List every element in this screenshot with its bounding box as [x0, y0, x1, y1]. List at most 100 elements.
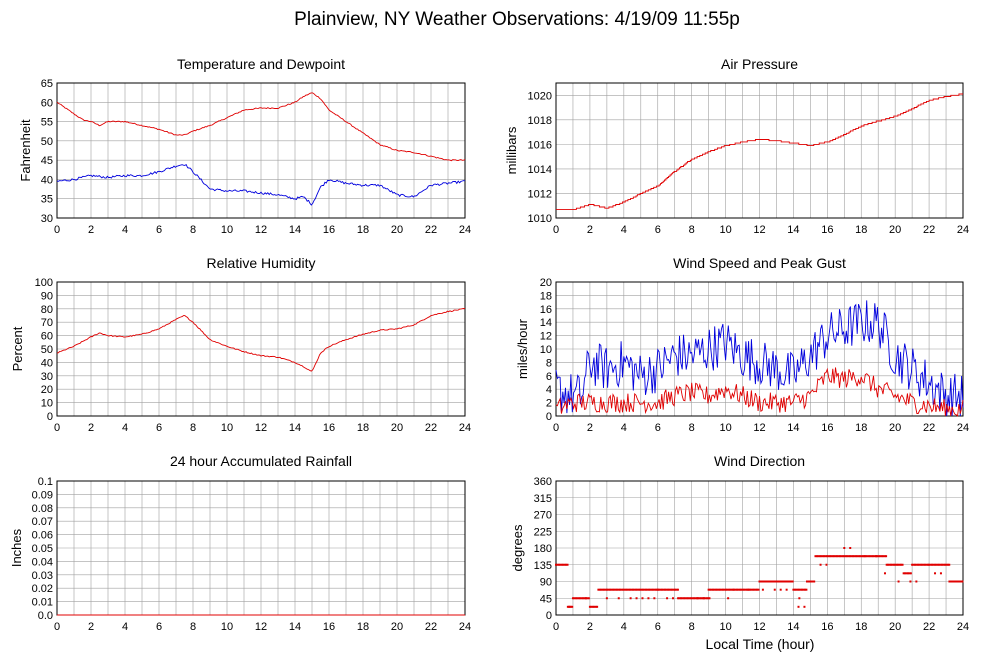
- direction-point: [836, 555, 839, 558]
- x-tick-label: 18: [357, 621, 369, 633]
- direction-point: [930, 563, 933, 566]
- direction-point: [915, 580, 918, 583]
- direction-point: [649, 588, 652, 591]
- direction-point: [571, 597, 574, 600]
- direction-point: [711, 588, 714, 591]
- direction-point: [656, 588, 659, 591]
- direction-point: [894, 563, 897, 566]
- direction-point: [730, 588, 733, 591]
- direction-point: [629, 597, 632, 600]
- direction-point: [704, 597, 707, 600]
- y-tick-label: 50: [41, 344, 53, 356]
- direction-point: [814, 555, 817, 558]
- x-tick-label: 22: [923, 224, 935, 236]
- direction-point: [795, 588, 798, 591]
- direction-point: [945, 563, 948, 566]
- direction-point: [856, 555, 859, 558]
- direction-point: [883, 572, 886, 575]
- x-tick-label: 8: [190, 621, 196, 633]
- direction-point: [820, 555, 823, 558]
- direction-point: [672, 588, 675, 591]
- direction-point: [617, 597, 620, 600]
- direction-point: [866, 555, 869, 558]
- temp-title: Temperature and Dewpoint: [177, 56, 345, 72]
- direction-point: [916, 563, 919, 566]
- y-tick-label: 30: [41, 213, 53, 225]
- direction-point: [827, 555, 830, 558]
- humidity-series-line-0: [56, 308, 466, 372]
- direction-point: [682, 597, 685, 600]
- direction-point: [793, 588, 796, 591]
- x-axis-label: Local Time (hour): [706, 636, 815, 652]
- x-tick-label: 4: [621, 224, 627, 236]
- direction-point: [926, 563, 929, 566]
- direction-point: [566, 563, 569, 566]
- direction-point: [915, 563, 918, 566]
- x-tick-label: 0: [553, 621, 559, 633]
- direction-point: [925, 563, 928, 566]
- direction-point: [655, 588, 658, 591]
- x-tick-label: 14: [787, 224, 799, 236]
- x-tick-label: 20: [889, 621, 901, 633]
- direction-point: [668, 588, 671, 591]
- direction-point: [690, 597, 693, 600]
- direction-point: [734, 588, 737, 591]
- direction-point: [934, 572, 937, 575]
- direction-title: Wind Direction: [714, 453, 805, 469]
- direction-point: [661, 588, 664, 591]
- direction-point: [864, 555, 867, 558]
- x-tick-label: 12: [753, 422, 765, 434]
- direction-point: [949, 580, 952, 583]
- direction-point: [569, 605, 572, 608]
- x-tick-label: 22: [425, 224, 437, 236]
- x-tick-label: 20: [391, 224, 403, 236]
- direction-point: [694, 597, 697, 600]
- direction-point: [559, 563, 562, 566]
- direction-point: [637, 588, 640, 591]
- x-tick-label: 22: [425, 621, 437, 633]
- direction-point: [762, 580, 765, 583]
- direction-point: [738, 588, 741, 591]
- x-tick-label: 2: [587, 621, 593, 633]
- direction-point: [639, 588, 642, 591]
- direction-point: [681, 597, 684, 600]
- direction-point: [743, 588, 746, 591]
- y-tick-label: 0: [546, 411, 552, 423]
- x-tick-label: 20: [391, 621, 403, 633]
- x-tick-label: 12: [753, 224, 765, 236]
- rain-y-axis-label: Inches: [9, 528, 24, 567]
- direction-point: [946, 563, 949, 566]
- x-tick-label: 0: [54, 224, 60, 236]
- direction-point: [778, 580, 781, 583]
- wind-y-axis-label: miles/hour: [515, 318, 530, 379]
- direction-point: [666, 597, 669, 600]
- y-tick-label: 0.09: [32, 489, 53, 501]
- direction-point: [837, 555, 840, 558]
- y-tick-label: 270: [534, 510, 552, 522]
- direction-point: [707, 588, 710, 591]
- direction-point: [642, 588, 645, 591]
- x-tick-label: 18: [855, 621, 867, 633]
- direction-point: [746, 588, 749, 591]
- direction-point: [635, 597, 638, 600]
- direction-point: [898, 563, 901, 566]
- direction-point: [560, 563, 563, 566]
- direction-point: [897, 580, 900, 583]
- x-tick-label: 22: [923, 621, 935, 633]
- direction-point: [591, 605, 594, 608]
- direction-point: [748, 588, 751, 591]
- x-tick-label: 6: [655, 224, 661, 236]
- direction-point: [633, 588, 636, 591]
- direction-y-axis-label: degrees: [510, 524, 525, 571]
- direction-point: [883, 555, 886, 558]
- direction-point: [922, 563, 925, 566]
- direction-point: [901, 563, 904, 566]
- x-tick-label: 4: [122, 621, 128, 633]
- direction-point: [764, 580, 767, 583]
- direction-point: [918, 563, 921, 566]
- direction-point: [685, 597, 688, 600]
- direction-point: [716, 588, 719, 591]
- pressure-series-line-0: [556, 93, 963, 210]
- y-tick-label: 6: [546, 371, 552, 383]
